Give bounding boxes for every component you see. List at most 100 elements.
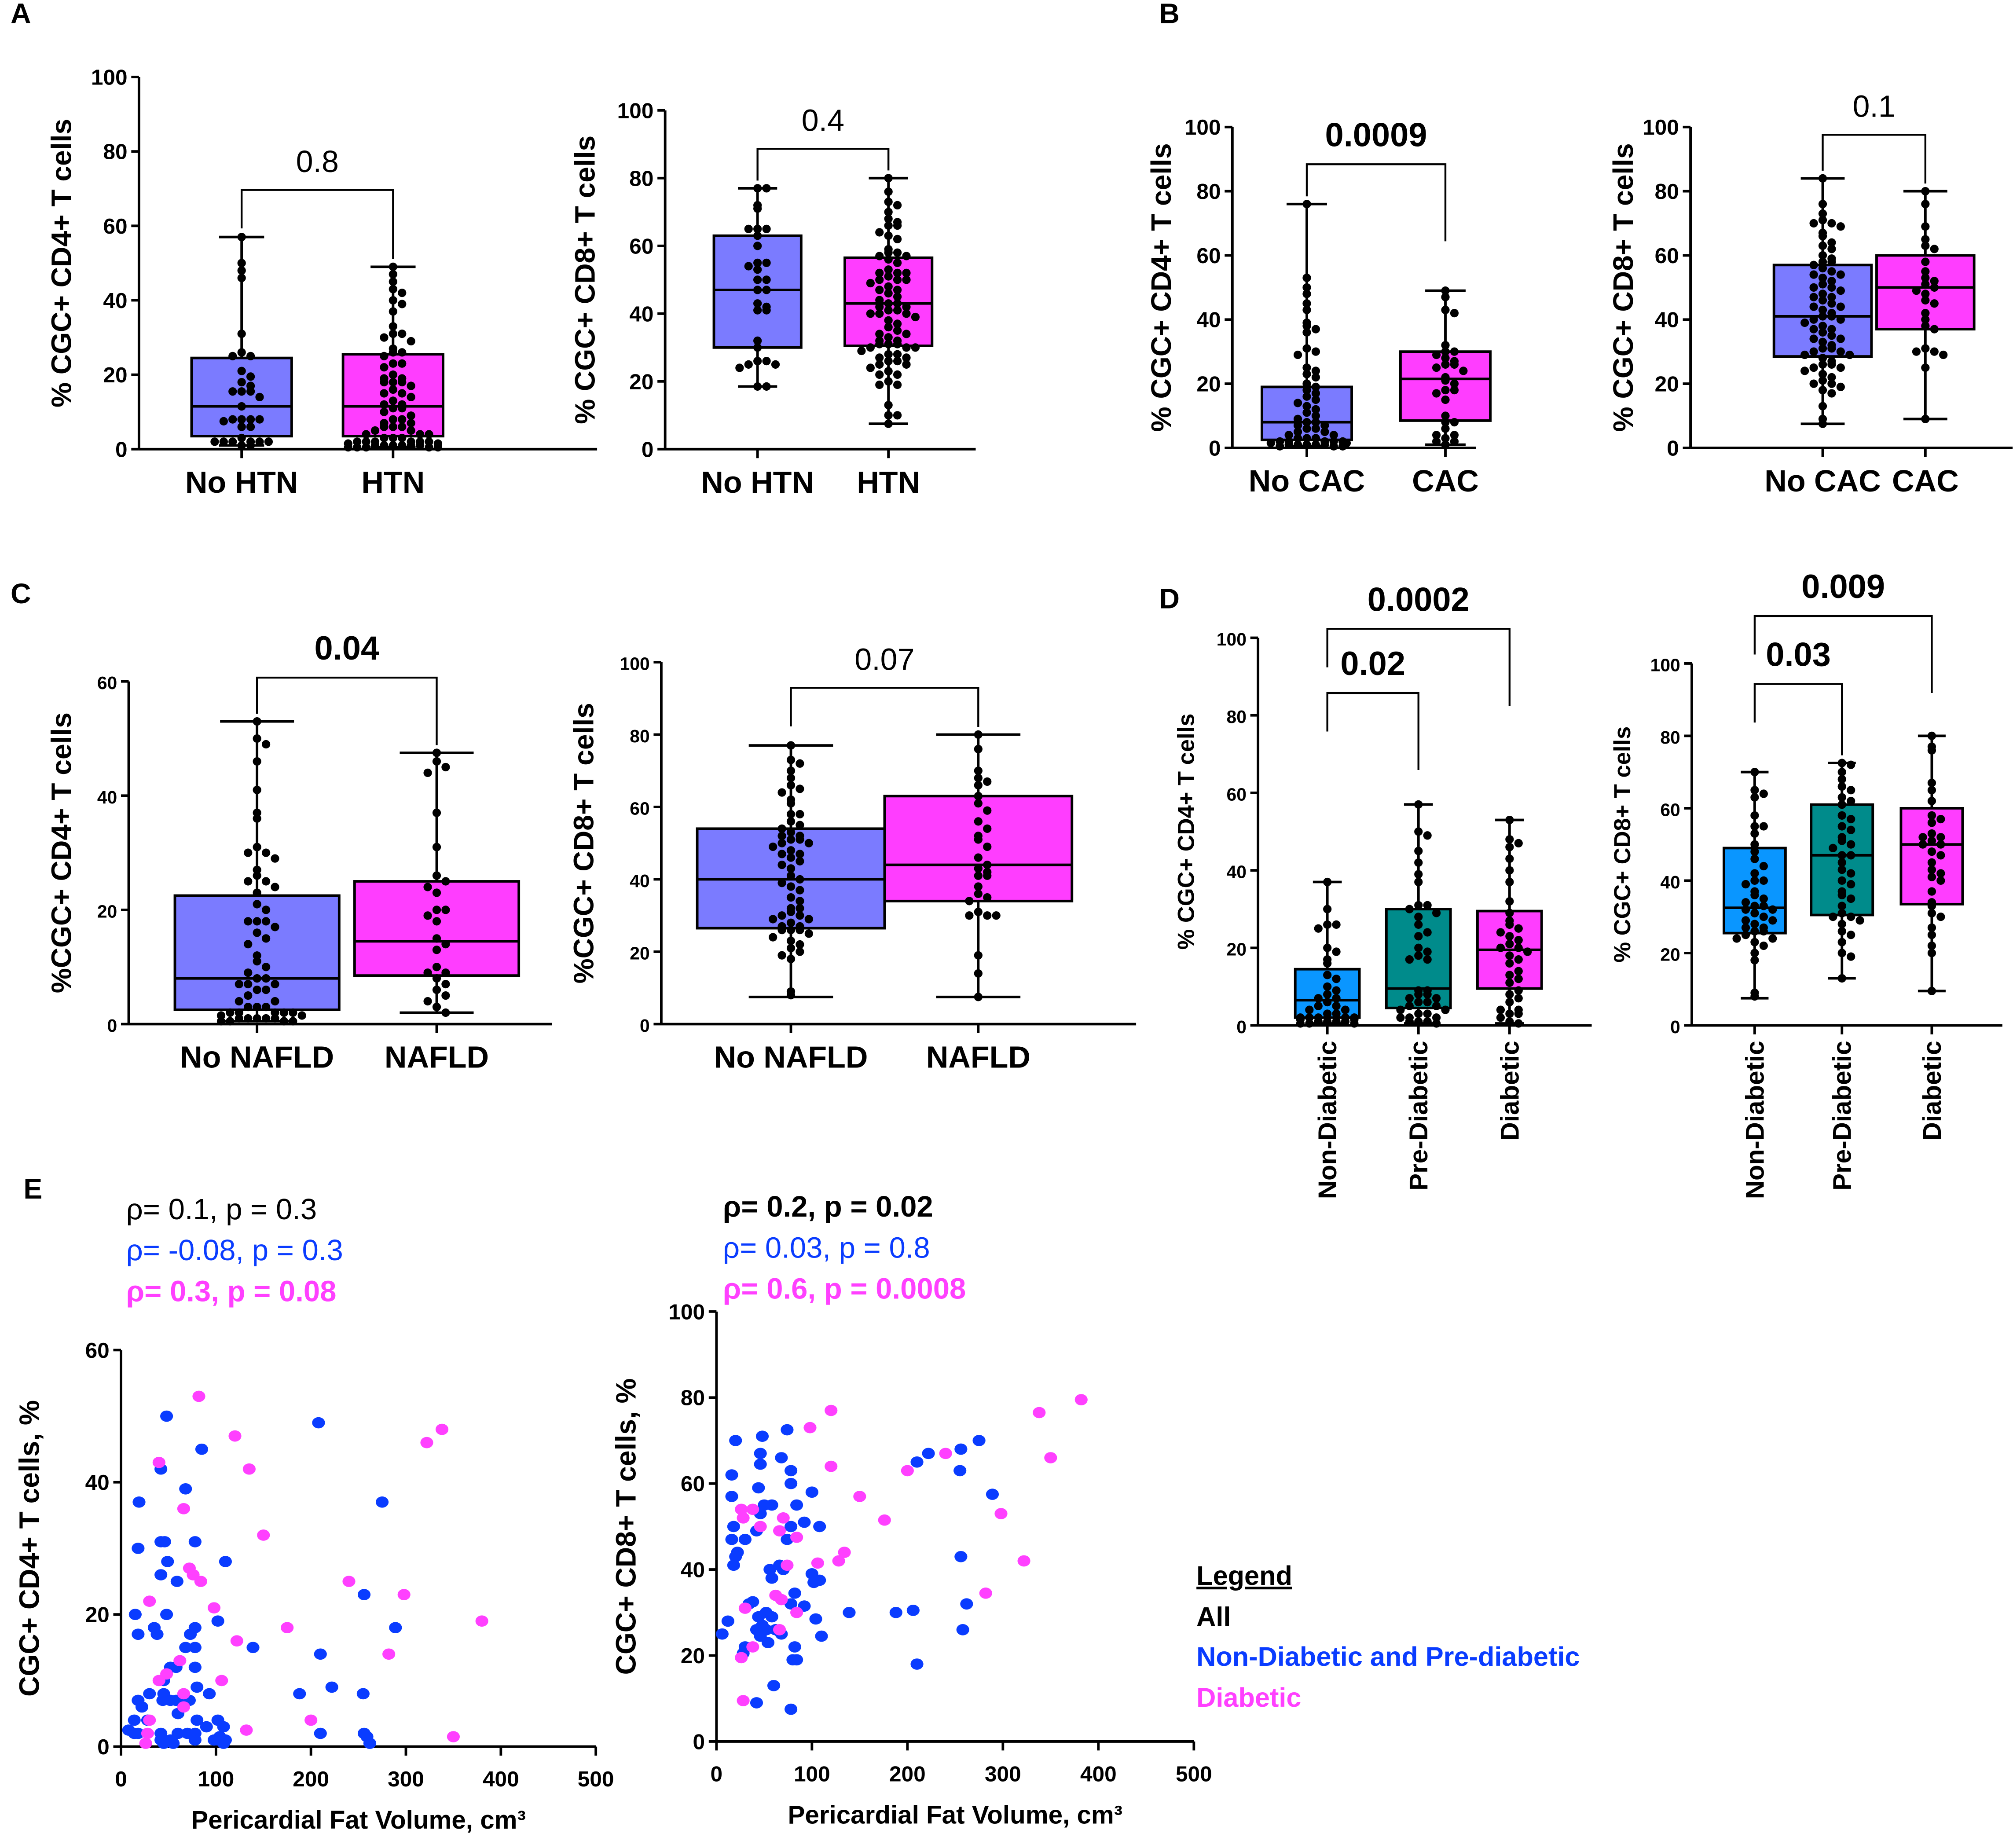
- data-point: [441, 940, 450, 949]
- data-point: [1741, 931, 1750, 939]
- chart-a1: 0 20 40 60 80 100 % CGC+ CD4+ T cells No HTN HTN…: [45, 65, 598, 499]
- data-point: [1741, 923, 1750, 932]
- data-point: [1311, 424, 1320, 433]
- data-point: [1921, 200, 1930, 209]
- data-point: [1921, 290, 1930, 298]
- y-axis-label: % CGC+ CD4+ T cells: [1173, 714, 1199, 950]
- data-point: [1414, 877, 1423, 887]
- data-point: [974, 766, 983, 775]
- bracket-line: [1326, 627, 1511, 706]
- data-point: [1750, 876, 1759, 885]
- significance-bracket: 0.0009: [1305, 116, 1447, 242]
- data-point: [777, 1512, 790, 1524]
- data-point: [1302, 200, 1311, 209]
- data-point: [1927, 923, 1936, 932]
- data-point: [777, 824, 786, 833]
- data-point: [1927, 811, 1936, 820]
- x-tick-label: 100: [198, 1767, 234, 1791]
- data-point: [965, 911, 974, 920]
- y-tick-label: 40: [629, 301, 653, 326]
- data-point: [244, 917, 253, 926]
- data-point: [1818, 241, 1827, 250]
- data-point: [775, 1452, 788, 1463]
- chart-b1: 0 20 40 60 80 100 % CGC+ CD4+ T cells No CAC CAC…: [1145, 115, 1492, 498]
- data-point: [261, 848, 271, 857]
- data-point: [1750, 920, 1759, 928]
- data-point: [235, 980, 243, 989]
- data-point: [1044, 1452, 1057, 1463]
- y-axis-label: %CGC+ CD8+ T cells: [568, 703, 599, 983]
- y-tick-label: 40: [1655, 308, 1679, 332]
- data-point: [1827, 379, 1836, 388]
- data-point: [884, 231, 893, 240]
- data-point: [1847, 840, 1855, 849]
- data-point: [1514, 967, 1523, 975]
- data-point: [1505, 835, 1514, 844]
- data-point: [902, 275, 911, 284]
- data-point: [1818, 232, 1827, 241]
- data-point: [1284, 440, 1293, 449]
- data-point: [786, 810, 796, 819]
- data-point: [389, 370, 397, 379]
- data-point: [380, 378, 389, 387]
- data-point: [825, 1460, 838, 1472]
- data-point: [1827, 293, 1836, 301]
- x-category-label: Pre-Diabetic: [1404, 1041, 1433, 1190]
- data-point: [255, 415, 264, 424]
- data-point: [1302, 424, 1311, 433]
- data-point: [1809, 325, 1818, 334]
- data-point: [911, 312, 920, 322]
- data-point: [261, 986, 271, 994]
- data-point: [884, 350, 893, 359]
- data-point: [1266, 439, 1275, 447]
- data-point: [407, 441, 415, 450]
- data-point: [389, 378, 397, 387]
- y-axis-label: % CGC+ CD8+ T cells: [569, 136, 601, 424]
- data-point: [158, 1536, 171, 1547]
- data-point: [244, 968, 253, 977]
- box-cac: [1875, 187, 1976, 423]
- data-point: [910, 1658, 924, 1670]
- data-point: [762, 224, 771, 233]
- x-category-label: NAFLD: [385, 1040, 489, 1074]
- data-point: [889, 1606, 902, 1618]
- data-point: [219, 417, 228, 426]
- data-point: [1423, 901, 1432, 909]
- y-tick-label: 80: [1655, 179, 1679, 204]
- data-point: [1827, 219, 1836, 228]
- y-tick-label: 20: [103, 363, 127, 387]
- data-point: [815, 1630, 828, 1642]
- data-point: [1323, 877, 1332, 887]
- data-point: [974, 969, 983, 978]
- data-point: [1818, 402, 1827, 411]
- data-point: [1323, 920, 1332, 929]
- data-point: [132, 1694, 145, 1706]
- data-point: [253, 957, 261, 966]
- data-point: [884, 419, 893, 428]
- data-point: [884, 289, 893, 298]
- data-point: [433, 443, 443, 452]
- data-point: [380, 400, 389, 409]
- data-point: [441, 763, 450, 772]
- data-point: [1927, 829, 1936, 838]
- data-point: [1809, 363, 1818, 372]
- data-point: [128, 1714, 141, 1726]
- series-nondiabetic: [715, 1424, 999, 1715]
- data-point: [432, 946, 441, 954]
- data-point: [1818, 200, 1827, 209]
- data-point: [1302, 370, 1311, 378]
- data-point: [771, 360, 780, 369]
- data-point: [398, 288, 407, 297]
- significance-bracket: 0.0002: [1326, 581, 1511, 706]
- data-point: [1818, 264, 1827, 273]
- data-point: [1921, 414, 1930, 423]
- data-point: [777, 839, 786, 847]
- chart-d1: 0 20 40 60 80 100 % CGC+ CD4+ T cells Non-Diabe…: [1173, 581, 1592, 1199]
- data-point: [1800, 318, 1809, 327]
- data-point: [415, 430, 425, 439]
- data-point: [1505, 959, 1514, 968]
- data-point: [1809, 293, 1818, 301]
- data-point: [271, 997, 279, 1006]
- significance-bracket: 0.02: [1326, 645, 1419, 770]
- data-point: [228, 387, 237, 396]
